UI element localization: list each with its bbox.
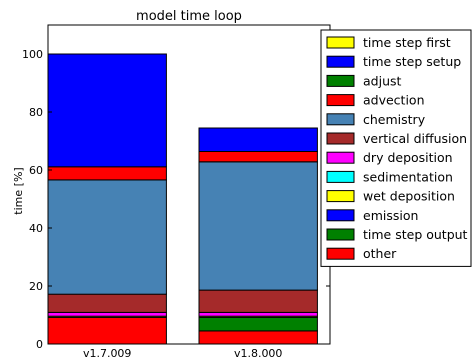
bar-segment-time-step-setup-v1-8-000 — [198, 127, 318, 152]
legend-swatch-time-step-output — [326, 228, 355, 241]
x-axis-ticks: v1.7.009 v1.8.000 — [83, 347, 283, 358]
bar-segment-dry-deposition-v1-8-000 — [198, 311, 318, 317]
y-tick-label: 20 — [29, 280, 43, 293]
bar-segment-other-v1-7-009 — [47, 316, 167, 345]
legend-label-dry-deposition: dry deposition — [363, 150, 453, 165]
legend-swatch-sedimentation — [326, 170, 355, 183]
y-axis-label: time [%] — [12, 167, 25, 214]
legend-label-emission: emission — [363, 208, 418, 223]
bars-group — [47, 53, 318, 345]
bar-segment-chemistry-v1-7-009 — [47, 179, 167, 295]
y-tick-label: 40 — [29, 222, 43, 235]
chart-title: model time loop — [136, 9, 242, 24]
legend-swatch-time-step-first — [326, 36, 355, 49]
legend-label-vertical-diffusion: vertical diffusion — [363, 131, 467, 146]
legend-swatch-vertical-diffusion — [326, 132, 355, 145]
legend-label-time-step-setup: time step setup — [363, 54, 461, 69]
bar-segment-vertical-diffusion-v1-7-009 — [47, 293, 167, 313]
bar-segment-dry-deposition-v1-7-009 — [47, 311, 167, 317]
legend-swatch-other — [326, 247, 355, 260]
legend-label-chemistry: chemistry — [363, 112, 426, 127]
legend-label-time-step-first: time step first — [363, 35, 451, 50]
legend-swatch-time-step-setup — [326, 55, 355, 68]
bar-segment-chemistry-v1-8-000 — [198, 161, 318, 291]
x-tick-label: v1.7.009 — [83, 347, 132, 358]
legend-box — [320, 29, 472, 267]
legend-label-other: other — [363, 246, 397, 261]
bar-segment-advection-v1-7-009 — [47, 166, 167, 181]
bar-segment-time-step-setup-v1-7-009 — [47, 53, 167, 168]
legend-label-sedimentation: sedimentation — [363, 169, 453, 184]
legend-label-time-step-output: time step output — [363, 227, 468, 242]
legend-swatch-emission — [326, 209, 355, 222]
legend-swatch-chemistry — [326, 113, 355, 126]
x-tick-label: v1.8.000 — [234, 347, 283, 358]
y-tick-label: 60 — [29, 164, 43, 177]
legend-swatch-dry-deposition — [326, 151, 355, 164]
y-tick-label: 100 — [22, 48, 43, 61]
legend: time step first time step setup adjust adve… — [320, 29, 472, 267]
bar-segment-time-step-output-v1-8-000 — [198, 316, 318, 332]
legend-swatch-advection — [326, 94, 355, 107]
legend-label-wet-deposition: wet deposition — [363, 189, 455, 204]
legend-label-adjust: adjust — [363, 73, 402, 88]
legend-swatch-adjust — [326, 74, 355, 87]
y-tick-label: 0 — [36, 338, 43, 351]
bar-segment-other-v1-8-000 — [198, 330, 318, 345]
legend-label-advection: advection — [363, 93, 425, 108]
bar-segment-advection-v1-8-000 — [198, 150, 318, 163]
bar-segment-vertical-diffusion-v1-8-000 — [198, 289, 318, 313]
legend-swatch-wet-deposition — [326, 190, 355, 203]
y-tick-label: 80 — [29, 106, 43, 119]
